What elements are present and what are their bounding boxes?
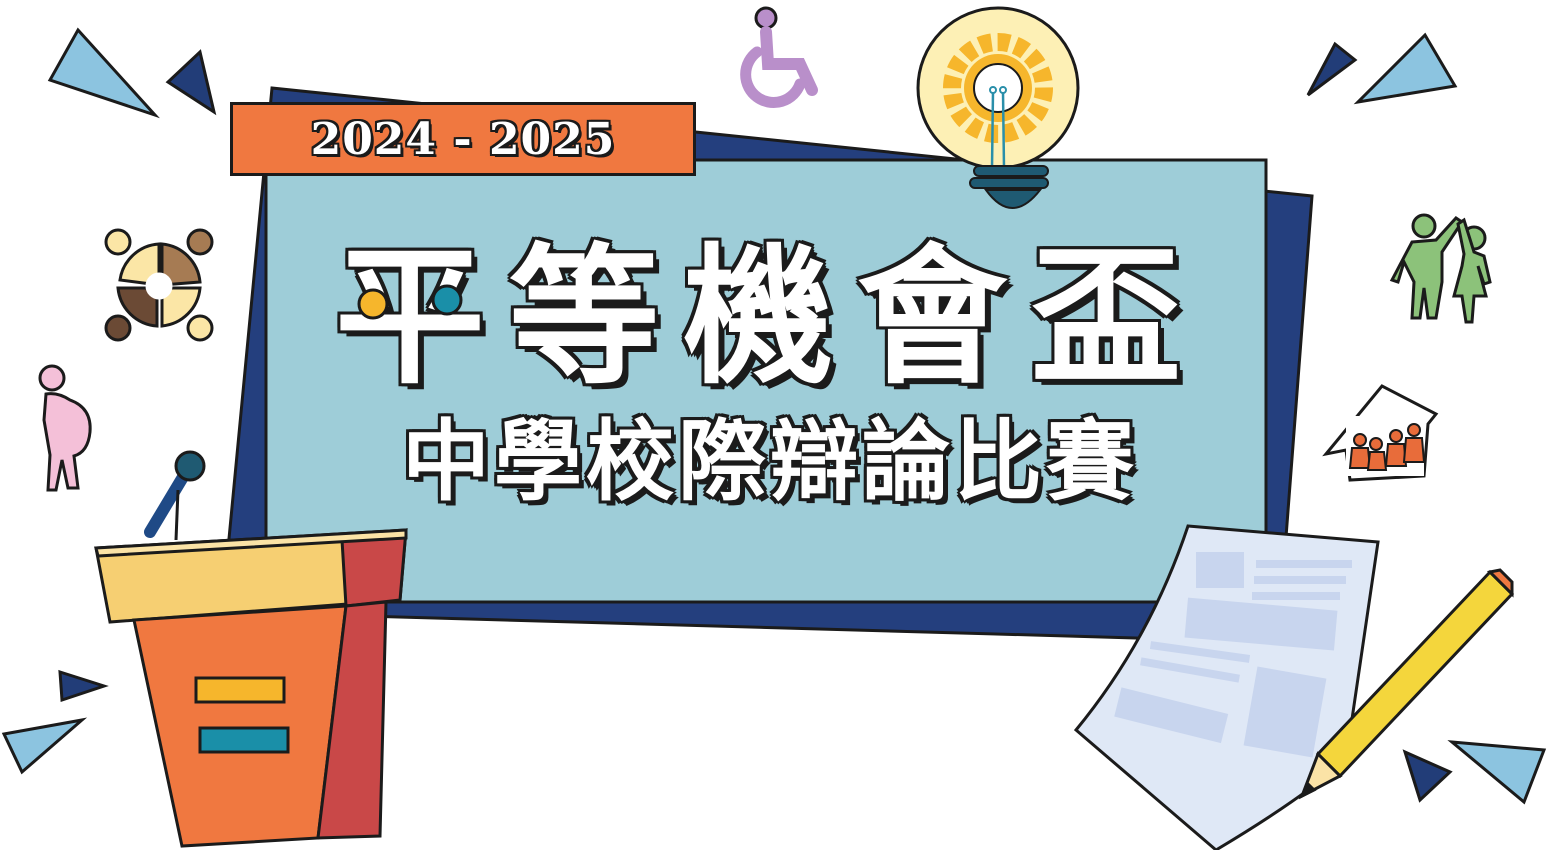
triangle-decoration (47, 27, 160, 119)
document-icon (1073, 524, 1380, 850)
triangle-decoration (1306, 41, 1358, 97)
triangle-decoration (1353, 32, 1458, 105)
triangle-decoration (165, 49, 217, 116)
lightbulb-gear-icon (916, 6, 1080, 209)
pregnant-woman-icon (38, 364, 92, 492)
high-five-people-icon (1389, 213, 1492, 324)
page-title: 平等機會盃 (334, 231, 1205, 405)
page-subtitle: 中學校際辯論比賽 (401, 410, 1138, 513)
family-house-icon (1322, 384, 1439, 482)
front-card (264, 158, 1268, 604)
year-banner: 2024 - 2025 (230, 102, 696, 176)
podium-icon (94, 528, 408, 848)
wheelchair-icon (740, 6, 818, 108)
pencil-icon (1298, 568, 1515, 800)
triangle-decoration (1447, 740, 1547, 805)
triangle-decoration (1402, 749, 1453, 803)
diverse-people-circle-icon (104, 228, 214, 342)
triangle-decoration (58, 669, 109, 703)
triangle-decoration (1, 717, 88, 775)
year-range: 2024 - 2025 (310, 113, 616, 165)
microphone-icon (144, 450, 206, 541)
